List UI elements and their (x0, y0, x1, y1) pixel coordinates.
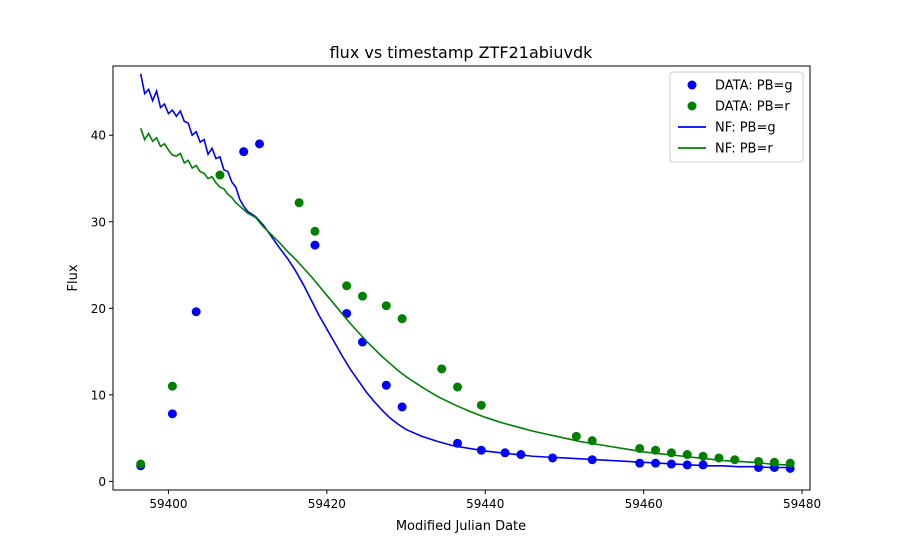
data-point (769, 457, 779, 467)
data-point (167, 381, 177, 391)
data-point (255, 139, 265, 149)
legend-item: DATA: PB=r (687, 100, 790, 115)
y-axis-label: Flux (66, 264, 81, 291)
x-axis-label: Modified Julian Date (396, 519, 526, 534)
data-point (191, 307, 201, 317)
series-1 (136, 139, 795, 473)
legend-item: NF: PB=g (678, 121, 776, 136)
data-point (357, 337, 367, 347)
data-point (342, 308, 352, 318)
data-point (357, 291, 367, 301)
legend-swatch (687, 101, 697, 111)
legend-item: NF: PB=r (678, 142, 773, 157)
chart-title: flux vs timestamp ZTF21abiuvdk (330, 43, 594, 62)
legend: DATA: PB=g DATA: PB=r NF: PB=g NF: PB=r (669, 71, 804, 163)
data-point (381, 301, 391, 311)
data-point (381, 380, 391, 390)
y-tick-label: 10 (91, 388, 106, 402)
series-line (139, 73, 787, 469)
y-tick-label: 0 (98, 475, 106, 489)
data-point (571, 431, 581, 441)
data-point (239, 147, 249, 157)
legend-label: NF: PB=r (715, 142, 773, 157)
legend-frame (669, 71, 804, 163)
x-tick-label: 59460 (625, 497, 663, 511)
series-2 (136, 170, 795, 469)
data-point (342, 281, 352, 291)
data-point (785, 458, 795, 468)
legend-label: DATA: PB=g (715, 79, 793, 94)
legend-swatch (687, 80, 697, 90)
data-point (476, 400, 486, 410)
data-point (754, 456, 764, 466)
x-tick-label: 59480 (783, 497, 821, 511)
x-tick-label: 59400 (149, 497, 187, 511)
data-point (453, 382, 463, 392)
series-4 (139, 128, 787, 466)
y-axis: 0 10 20 30 40 (91, 129, 113, 489)
data-point (215, 170, 225, 180)
data-point (310, 240, 320, 250)
x-axis: 59400 59420 59440 59460 59480 (149, 490, 821, 511)
plot-area (136, 73, 795, 473)
data-point (397, 314, 407, 324)
data-point (294, 198, 304, 208)
series-line (139, 128, 787, 466)
x-tick-label: 59440 (466, 497, 504, 511)
plot-frame (112, 65, 811, 491)
legend-label: DATA: PB=r (715, 100, 790, 115)
data-point (136, 459, 146, 469)
data-point (730, 455, 740, 465)
data-point (167, 409, 177, 419)
legend-item: DATA: PB=g (687, 79, 793, 94)
series-3 (139, 73, 787, 469)
data-point (397, 402, 407, 412)
data-point (437, 364, 447, 374)
x-tick-label: 59420 (308, 497, 346, 511)
y-tick-label: 20 (91, 302, 106, 316)
legend-label: NF: PB=g (715, 121, 776, 136)
y-tick-label: 30 (91, 215, 106, 229)
y-tick-label: 40 (91, 129, 106, 143)
data-point (635, 458, 645, 468)
data-point (310, 226, 320, 236)
